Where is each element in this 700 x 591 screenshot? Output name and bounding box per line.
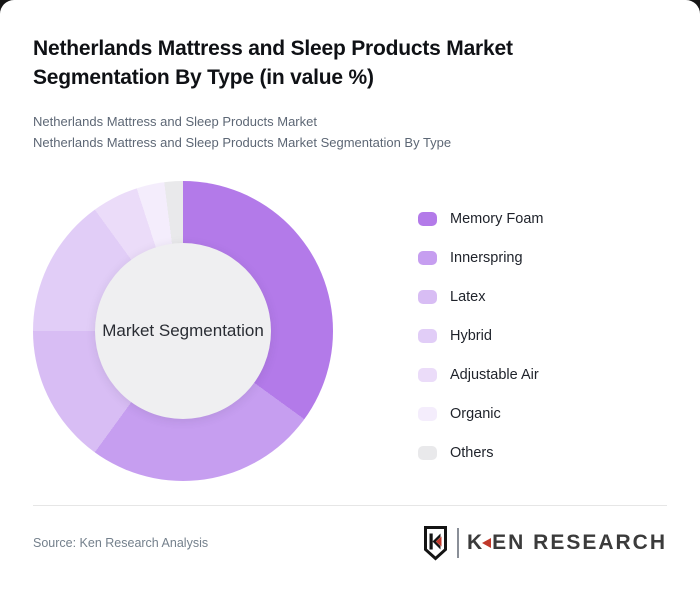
ken-research-wordmark: K EN RESEARCH: [467, 531, 667, 555]
legend-label: Hybrid: [450, 327, 492, 344]
footer-divider: [33, 505, 667, 506]
wordmark-rest: EN RESEARCH: [492, 531, 667, 554]
subtitle-line-1: Netherlands Mattress and Sleep Products …: [33, 114, 317, 129]
chart-legend: Memory Foam Innerspring Latex Hybrid Adjusta…: [418, 199, 543, 472]
legend-item: Innerspring: [418, 238, 543, 277]
legend-swatch: [418, 328, 437, 343]
red-arrow-icon: [482, 538, 492, 548]
legend-label: Others: [450, 444, 494, 461]
subtitle-line-2: Netherlands Mattress and Sleep Products …: [33, 135, 452, 150]
donut-center: Market Segmentation: [95, 243, 271, 419]
legend-label: Adjustable Air: [450, 366, 539, 383]
page-title: Netherlands Mattress and Sleep Products …: [33, 37, 513, 89]
legend-item: Memory Foam: [418, 199, 543, 238]
donut-chart: Market Segmentation: [33, 181, 333, 481]
legend-item: Adjustable Air: [418, 355, 543, 394]
donut-center-label: Market Segmentation: [102, 321, 264, 340]
subtitle-block: Netherlands Mattress and Sleep Products …: [33, 111, 451, 153]
logo-divider: [456, 528, 459, 558]
legend-swatch: [418, 211, 437, 226]
legend-swatch: [418, 406, 437, 421]
legend-label: Innerspring: [450, 249, 523, 266]
legend-swatch: [418, 367, 437, 382]
legend-item: Hybrid: [418, 316, 543, 355]
footer: Source: Ken Research Analysis K EN RESEA…: [33, 519, 667, 567]
legend-label: Latex: [450, 288, 486, 305]
legend-label: Memory Foam: [450, 210, 544, 227]
legend-swatch: [418, 445, 437, 460]
legend-item: Organic: [418, 394, 543, 433]
wordmark-k: K: [466, 531, 485, 554]
legend-swatch: [418, 250, 437, 265]
source-note: Source: Ken Research Analysis: [33, 536, 209, 550]
legend-swatch: [418, 289, 437, 304]
legend-item: Latex: [418, 277, 543, 316]
ken-research-shield-icon: [423, 525, 447, 561]
ken-research-logo: K EN RESEARCH: [422, 525, 667, 562]
legend-label: Organic: [450, 405, 501, 422]
legend-item: Others: [418, 433, 543, 472]
